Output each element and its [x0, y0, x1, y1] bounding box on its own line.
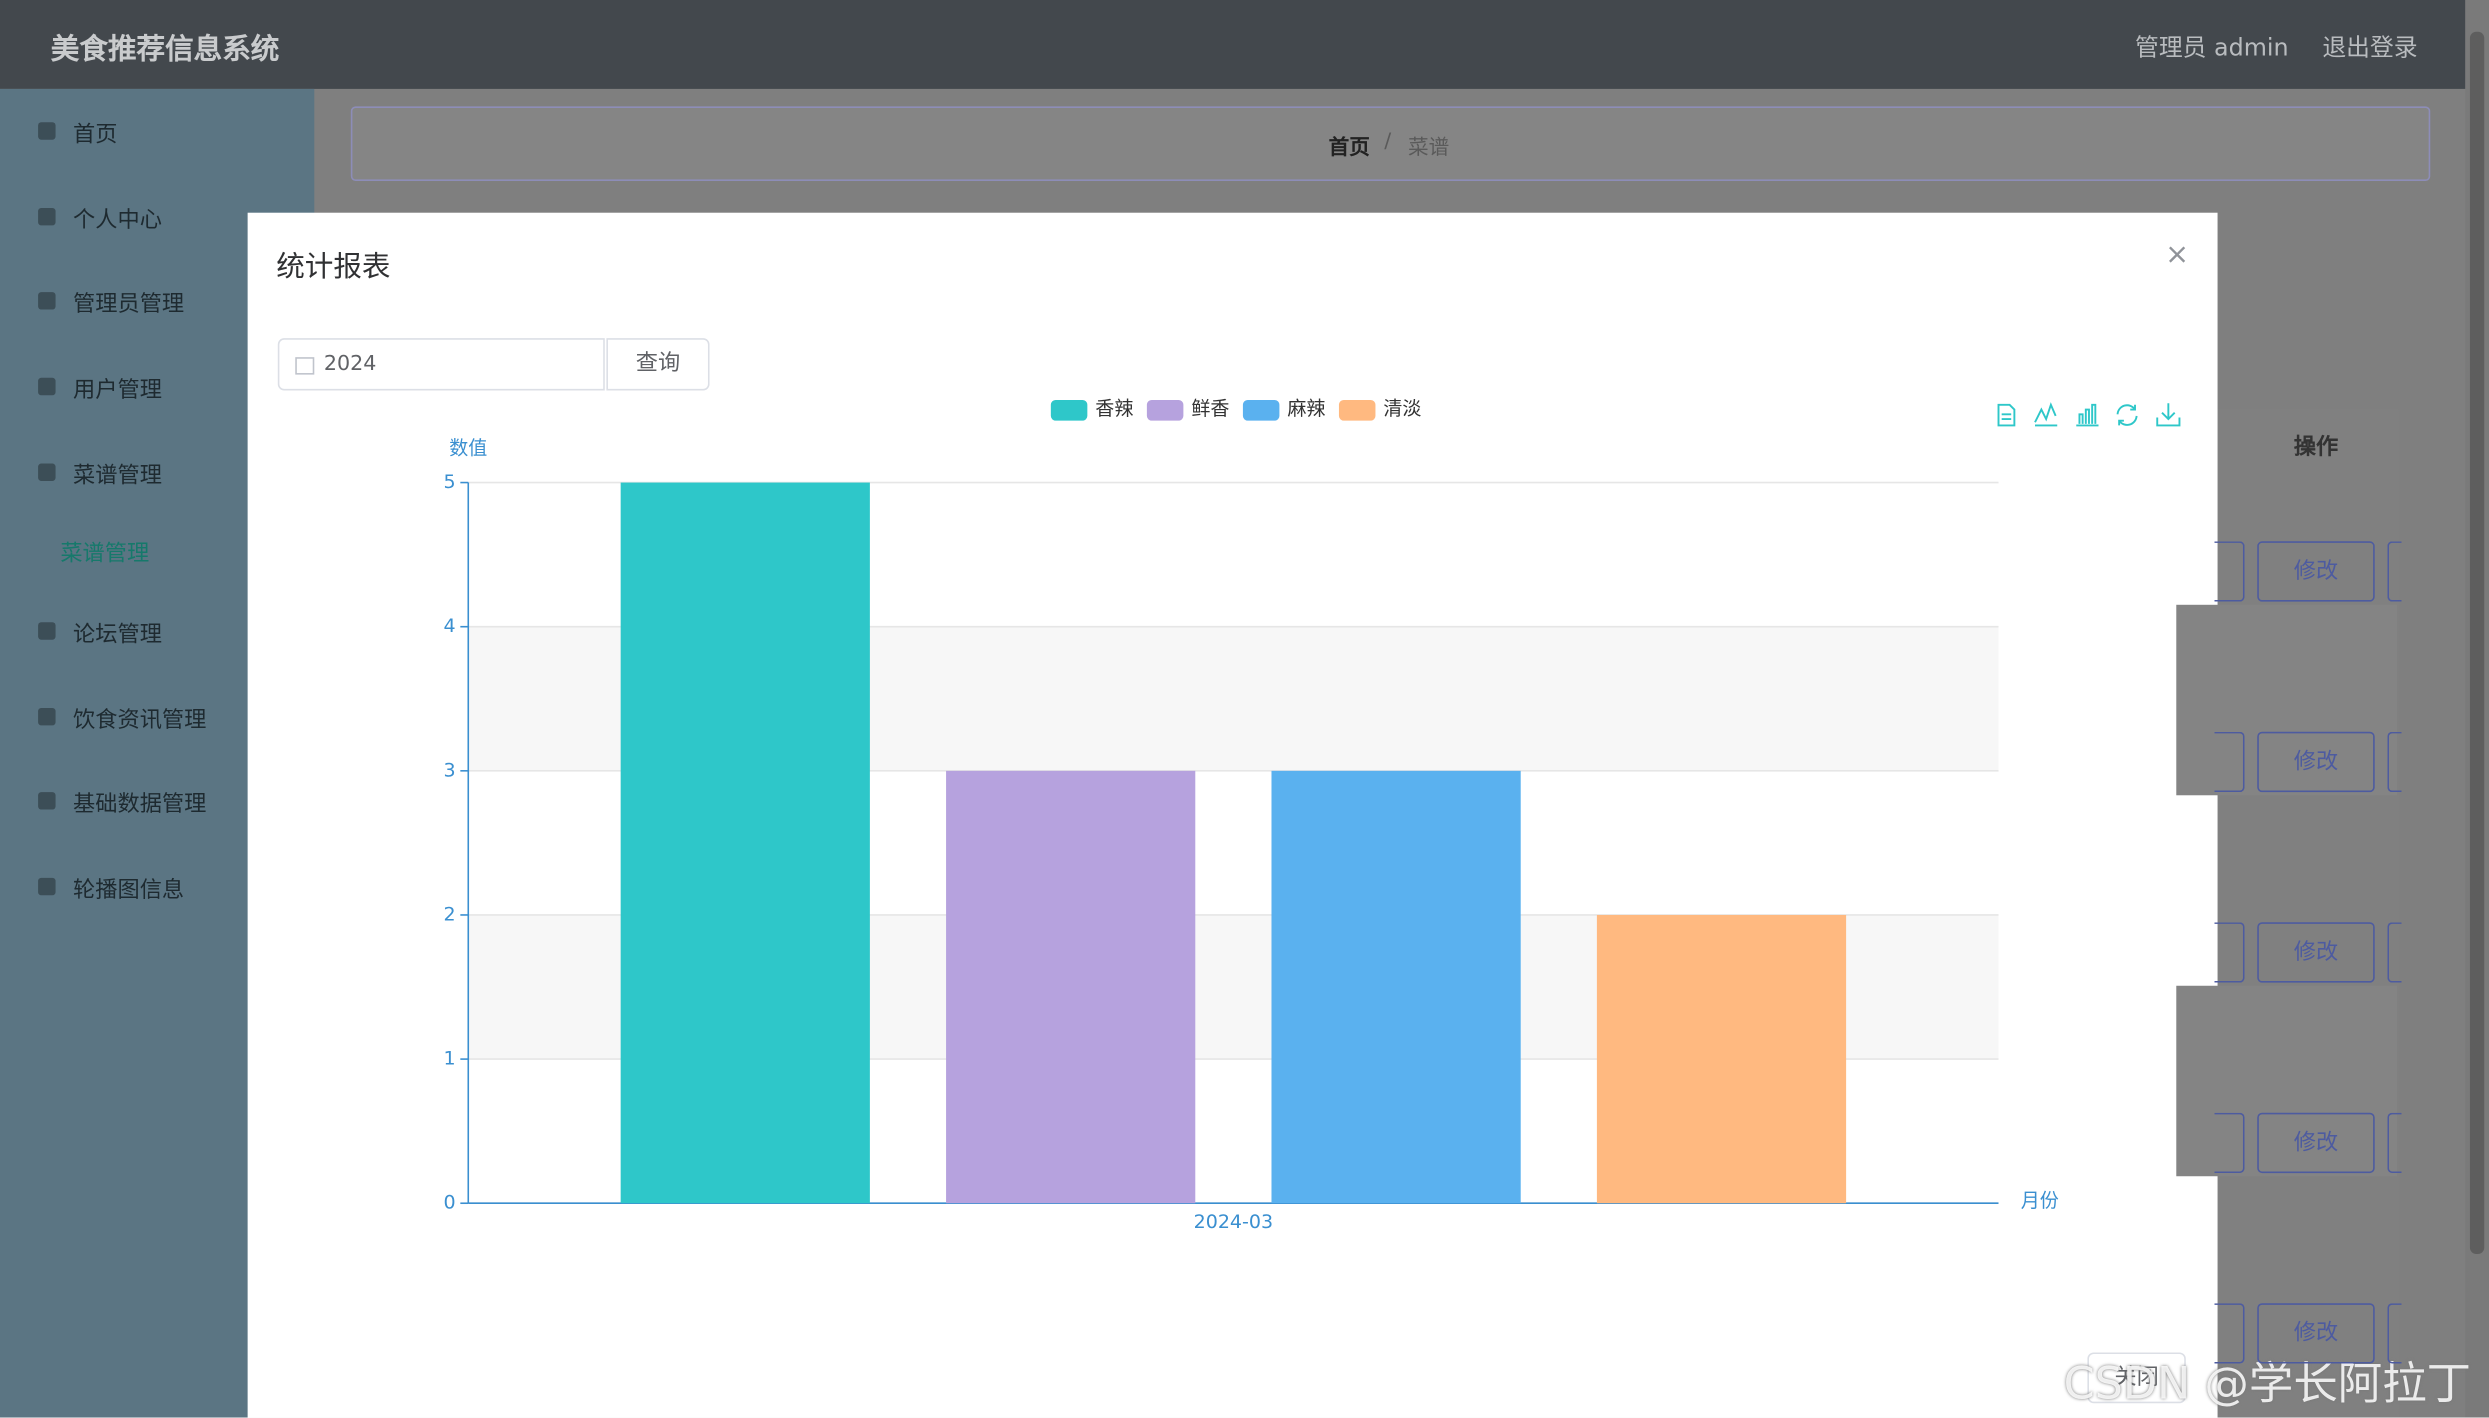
table-header-action: 操作 — [2293, 434, 2339, 461]
menu-item[interactable]: 管理员管理 — [73, 292, 185, 318]
y-tick-label: 5 — [443, 471, 455, 493]
menu-item[interactable]: 饮食资讯管理 — [73, 707, 207, 734]
menu-icon — [38, 377, 56, 396]
submenu-item[interactable]: 菜谱管理 — [60, 541, 150, 567]
bar — [620, 482, 870, 1204]
menu-icon — [38, 707, 56, 726]
legend-swatch — [1242, 400, 1280, 421]
edit-button[interactable]: 修改 — [2257, 1303, 2375, 1364]
menu-icon — [38, 207, 56, 226]
query-button[interactable]: 查询 — [606, 338, 710, 391]
button-partial[interactable] — [2387, 541, 2402, 602]
button-partial[interactable] — [2387, 731, 2402, 793]
legend-label: 香辣 — [1095, 398, 1133, 420]
y-tick-label: 4 — [443, 615, 455, 637]
menu-item[interactable]: 论坛管理 — [73, 622, 162, 648]
date-value: 2024 — [323, 352, 377, 377]
breadcrumb-current: 菜谱 — [1407, 136, 1450, 161]
menu-icon — [38, 792, 56, 810]
header — [0, 0, 2489, 89]
breadcrumb-home[interactable]: 首页 — [1328, 136, 1370, 161]
table-row — [2176, 604, 2397, 796]
edit-button-partial[interactable] — [2214, 731, 2245, 793]
menu-item[interactable]: 轮播图信息 — [73, 877, 185, 904]
breadcrumb-separator: / — [1384, 130, 1392, 154]
legend-swatch — [1338, 400, 1376, 421]
breadcrumb-box — [350, 106, 2431, 181]
close-button[interactable]: 关闭 — [2087, 1352, 2186, 1404]
y-tick-label: 0 — [443, 1192, 455, 1214]
modal: 统计报表 × 2024 查询 关闭 — [247, 212, 2218, 1418]
y-axis-title: 数值 — [449, 438, 487, 460]
legend-label: 清淡 — [1383, 398, 1421, 420]
modal-close-icon[interactable]: × — [2165, 238, 2190, 272]
menu-item[interactable]: 基础数据管理 — [73, 792, 207, 818]
bar — [946, 770, 1196, 1204]
menu-icon — [38, 622, 56, 640]
y-tick-label: 3 — [443, 759, 455, 781]
edit-button-partial[interactable] — [2214, 541, 2245, 602]
edit-button[interactable]: 修改 — [2257, 541, 2375, 602]
button-partial[interactable] — [2387, 1303, 2402, 1364]
y-tick-label: 1 — [443, 1048, 455, 1070]
scrollbar[interactable] — [2465, 0, 2489, 1418]
edit-button[interactable]: 修改 — [2257, 731, 2375, 793]
app-title: 美食推荐信息系统 — [50, 33, 280, 67]
legend-swatch — [1050, 400, 1088, 421]
calendar-icon — [295, 357, 315, 375]
menu-item[interactable]: 个人中心 — [73, 207, 162, 234]
y-tick-label: 2 — [443, 903, 455, 925]
modal-title: 统计报表 — [276, 250, 391, 285]
menu-item[interactable]: 菜谱管理 — [73, 463, 162, 489]
menu-icon — [38, 122, 56, 140]
legend-label: 鲜香 — [1191, 398, 1229, 420]
edit-button-partial[interactable] — [2214, 1112, 2245, 1174]
legend-swatch — [1146, 400, 1184, 421]
x-axis-title: 月份 — [2021, 1190, 2059, 1212]
bar — [1596, 914, 1847, 1204]
legend-label: 麻辣 — [1287, 398, 1325, 420]
x-tick-label: 2024-03 — [1194, 1211, 1274, 1233]
button-partial[interactable] — [2387, 922, 2402, 983]
edit-button[interactable]: 修改 — [2257, 1112, 2375, 1174]
date-input[interactable]: 2024 — [277, 338, 605, 391]
edit-button[interactable]: 修改 — [2257, 922, 2375, 983]
user-name[interactable]: 管理员 admin — [2135, 33, 2289, 62]
table-row — [2176, 985, 2397, 1177]
logout[interactable]: 退出登录 — [2322, 33, 2418, 62]
button-partial[interactable] — [2387, 1112, 2402, 1174]
watermark: CSDN @学长阿拉丁 — [2063, 1357, 2472, 1410]
menu-item[interactable]: 用户管理 — [73, 377, 162, 404]
menu-icon — [38, 463, 56, 481]
menu-icon — [38, 292, 56, 310]
toolbox[interactable] — [1997, 402, 2181, 427]
bar — [1271, 770, 1521, 1204]
menu-icon — [38, 877, 56, 896]
edit-button-partial[interactable] — [2214, 922, 2245, 983]
edit-button-partial[interactable] — [2214, 1303, 2245, 1364]
menu-item[interactable]: 首页 — [73, 122, 118, 148]
